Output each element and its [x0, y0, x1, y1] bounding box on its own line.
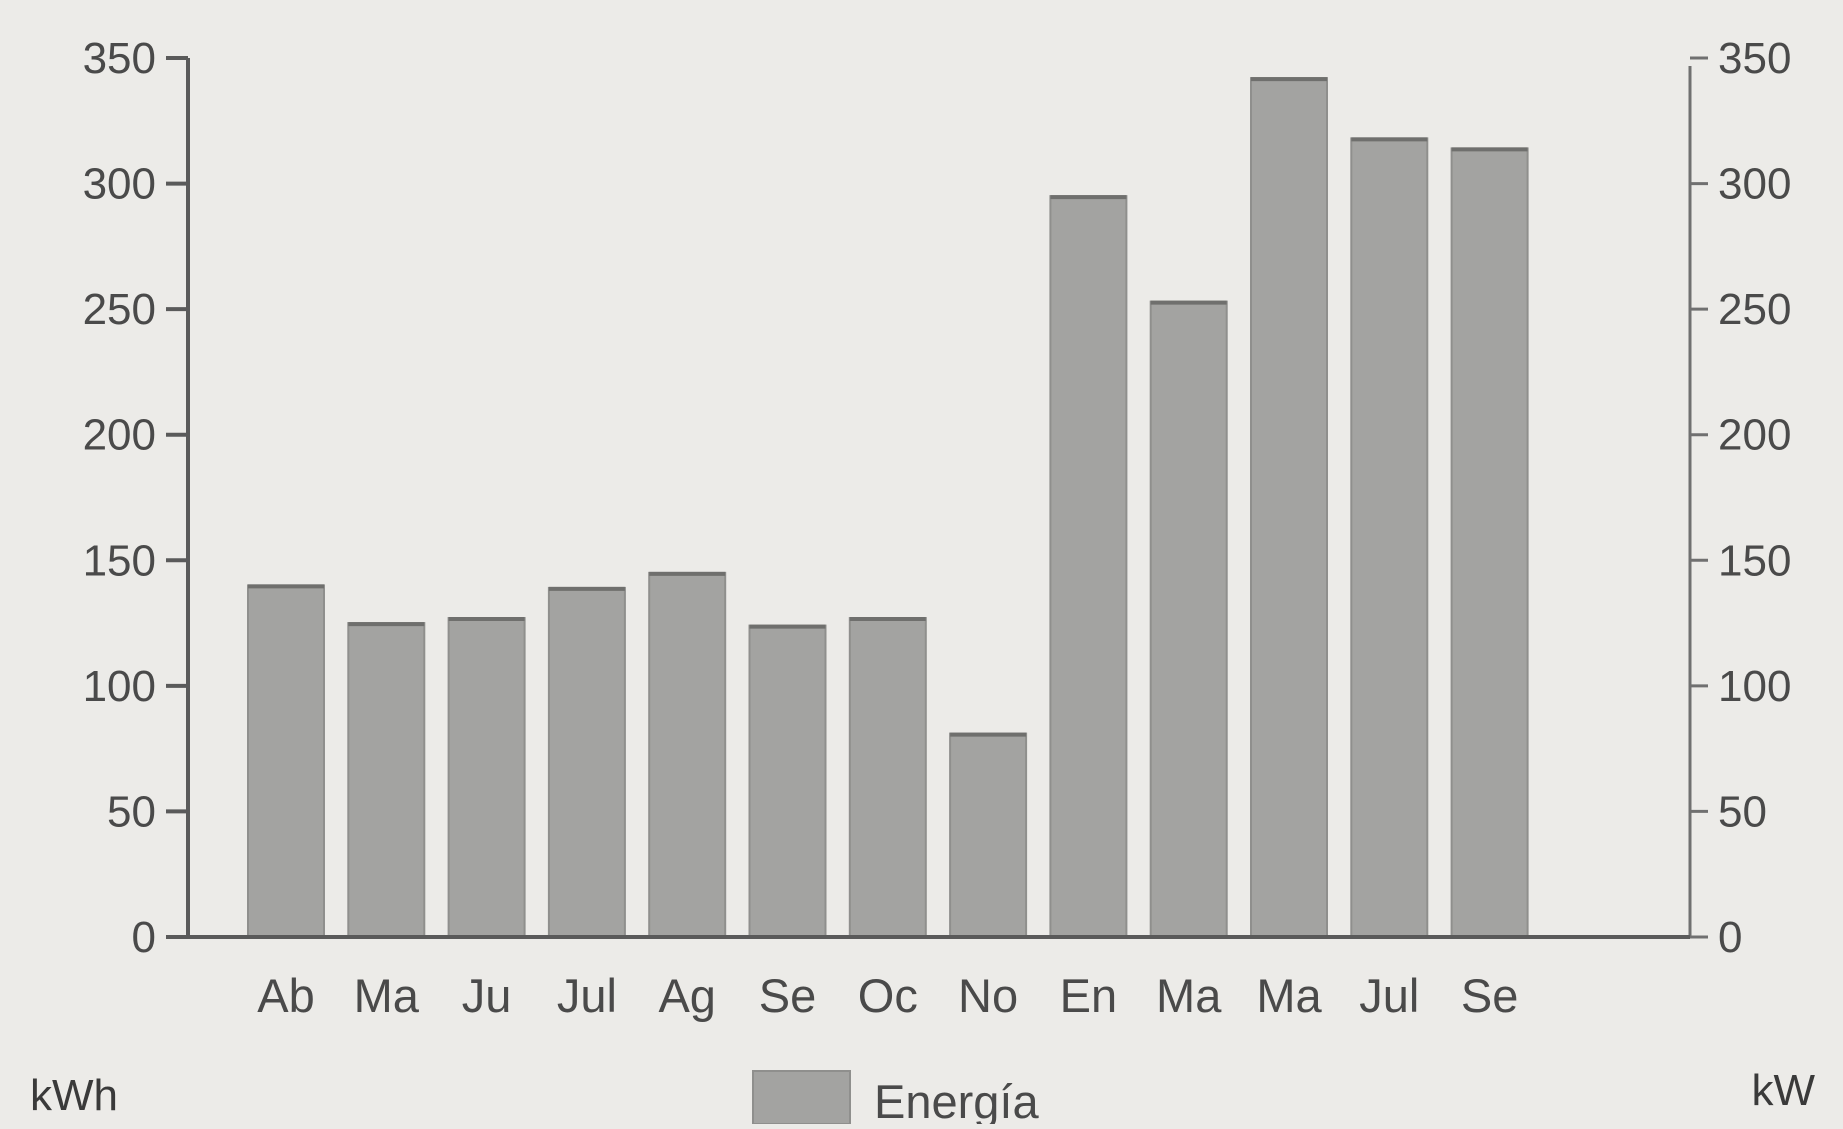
right-y-tick-label: 100	[1718, 662, 1791, 711]
right-y-tick-label: 350	[1718, 34, 1791, 83]
x-tick-label: Ma	[1256, 969, 1322, 1022]
x-tick-labels: Ab Ma Ju Jul Ag Se Oc No En Ma Ma Jul Se	[257, 969, 1518, 1022]
right-y-ticks: 0 50 100 150 200 250 300 350	[1690, 34, 1791, 962]
bar-se-5	[748, 624, 827, 939]
left-y-tick-label: 50	[107, 787, 156, 836]
bar-ag-4	[648, 571, 727, 938]
bar-jul-3	[547, 586, 626, 938]
bar-ab-0	[247, 584, 325, 939]
legend-swatch-energia	[752, 1070, 851, 1125]
left-y-tick-label: 0	[132, 913, 156, 962]
x-tick-label: Oc	[858, 969, 918, 1022]
bar-se-12	[1450, 147, 1529, 938]
x-tick-label: En	[1060, 969, 1118, 1022]
left-y-tick-label: 200	[83, 411, 156, 460]
left-y-tick-label: 350	[83, 34, 156, 83]
x-tick-label: Ag	[658, 969, 716, 1022]
x-tick-label: Se	[759, 969, 817, 1022]
bars-group	[247, 77, 1529, 939]
left-y-ticks: 0 50 100 150 200 250 300 350	[83, 34, 188, 962]
x-tick-label: Ab	[257, 969, 315, 1022]
bar-oc-6	[848, 617, 927, 938]
x-tick-label: Se	[1461, 969, 1519, 1022]
bar-ma-10	[1250, 77, 1328, 938]
left-y-tick-label: 150	[83, 536, 156, 585]
x-tick-label: Jul	[557, 969, 617, 1022]
bar-ma-9	[1149, 300, 1228, 938]
bar-no-7	[949, 732, 1028, 938]
left-y-tick-label: 300	[83, 160, 156, 209]
left-y-tick-label: 250	[83, 285, 156, 334]
x-tick-label: Jul	[1359, 969, 1419, 1022]
right-y-tick-label: 200	[1718, 411, 1791, 460]
x-tick-label: Ma	[354, 969, 420, 1022]
legend-label-energia: Energía	[874, 1075, 1039, 1124]
right-axis-unit-label: kW	[1751, 1066, 1815, 1115]
legend: Energía	[752, 1070, 1039, 1128]
right-y-tick-label: 150	[1718, 536, 1791, 585]
axes-group	[166, 58, 1692, 939]
bar-ma-1	[347, 622, 426, 938]
x-tick-label: Ju	[462, 969, 512, 1022]
bar-ju-2	[447, 617, 526, 938]
right-y-tick-label: 0	[1718, 913, 1742, 962]
right-y-tick-label: 250	[1718, 285, 1791, 334]
bar-en-8	[1049, 195, 1128, 938]
right-y-tick-label: 300	[1718, 160, 1791, 209]
x-tick-label: Ma	[1156, 969, 1222, 1022]
right-y-tick-label: 50	[1718, 787, 1767, 836]
left-axis-unit-label: kWh	[30, 1071, 118, 1120]
x-tick-label: No	[958, 969, 1018, 1022]
left-y-tick-label: 100	[83, 662, 156, 711]
bar-jul-11	[1350, 137, 1429, 938]
